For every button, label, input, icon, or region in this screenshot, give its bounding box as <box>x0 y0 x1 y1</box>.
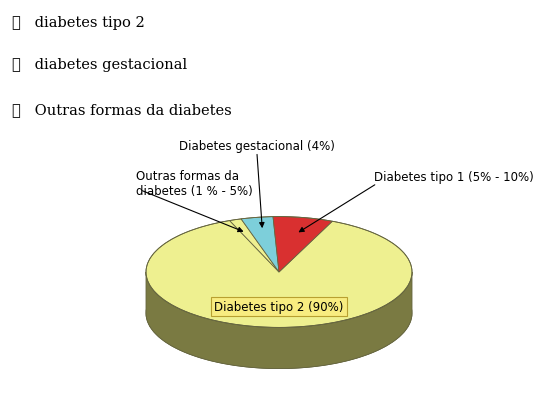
Text: Diabetes tipo 1 (5% - 10%): Diabetes tipo 1 (5% - 10%) <box>374 171 534 184</box>
Polygon shape <box>273 217 333 272</box>
Polygon shape <box>241 217 279 272</box>
Text: ➤   diabetes gestacional: ➤ diabetes gestacional <box>12 58 187 72</box>
Text: ➤   diabetes tipo 2: ➤ diabetes tipo 2 <box>12 16 145 30</box>
Ellipse shape <box>146 258 412 369</box>
Text: Outras formas da
diabetes (1 % - 5%): Outras formas da diabetes (1 % - 5%) <box>137 170 253 198</box>
Polygon shape <box>229 220 279 272</box>
Text: ➤   Outras formas da diabetes: ➤ Outras formas da diabetes <box>12 103 232 117</box>
Polygon shape <box>146 272 412 369</box>
Text: Diabetes gestacional (4%): Diabetes gestacional (4%) <box>179 139 335 152</box>
Text: Diabetes tipo 2 (90%): Diabetes tipo 2 (90%) <box>214 301 344 313</box>
Polygon shape <box>146 221 412 328</box>
